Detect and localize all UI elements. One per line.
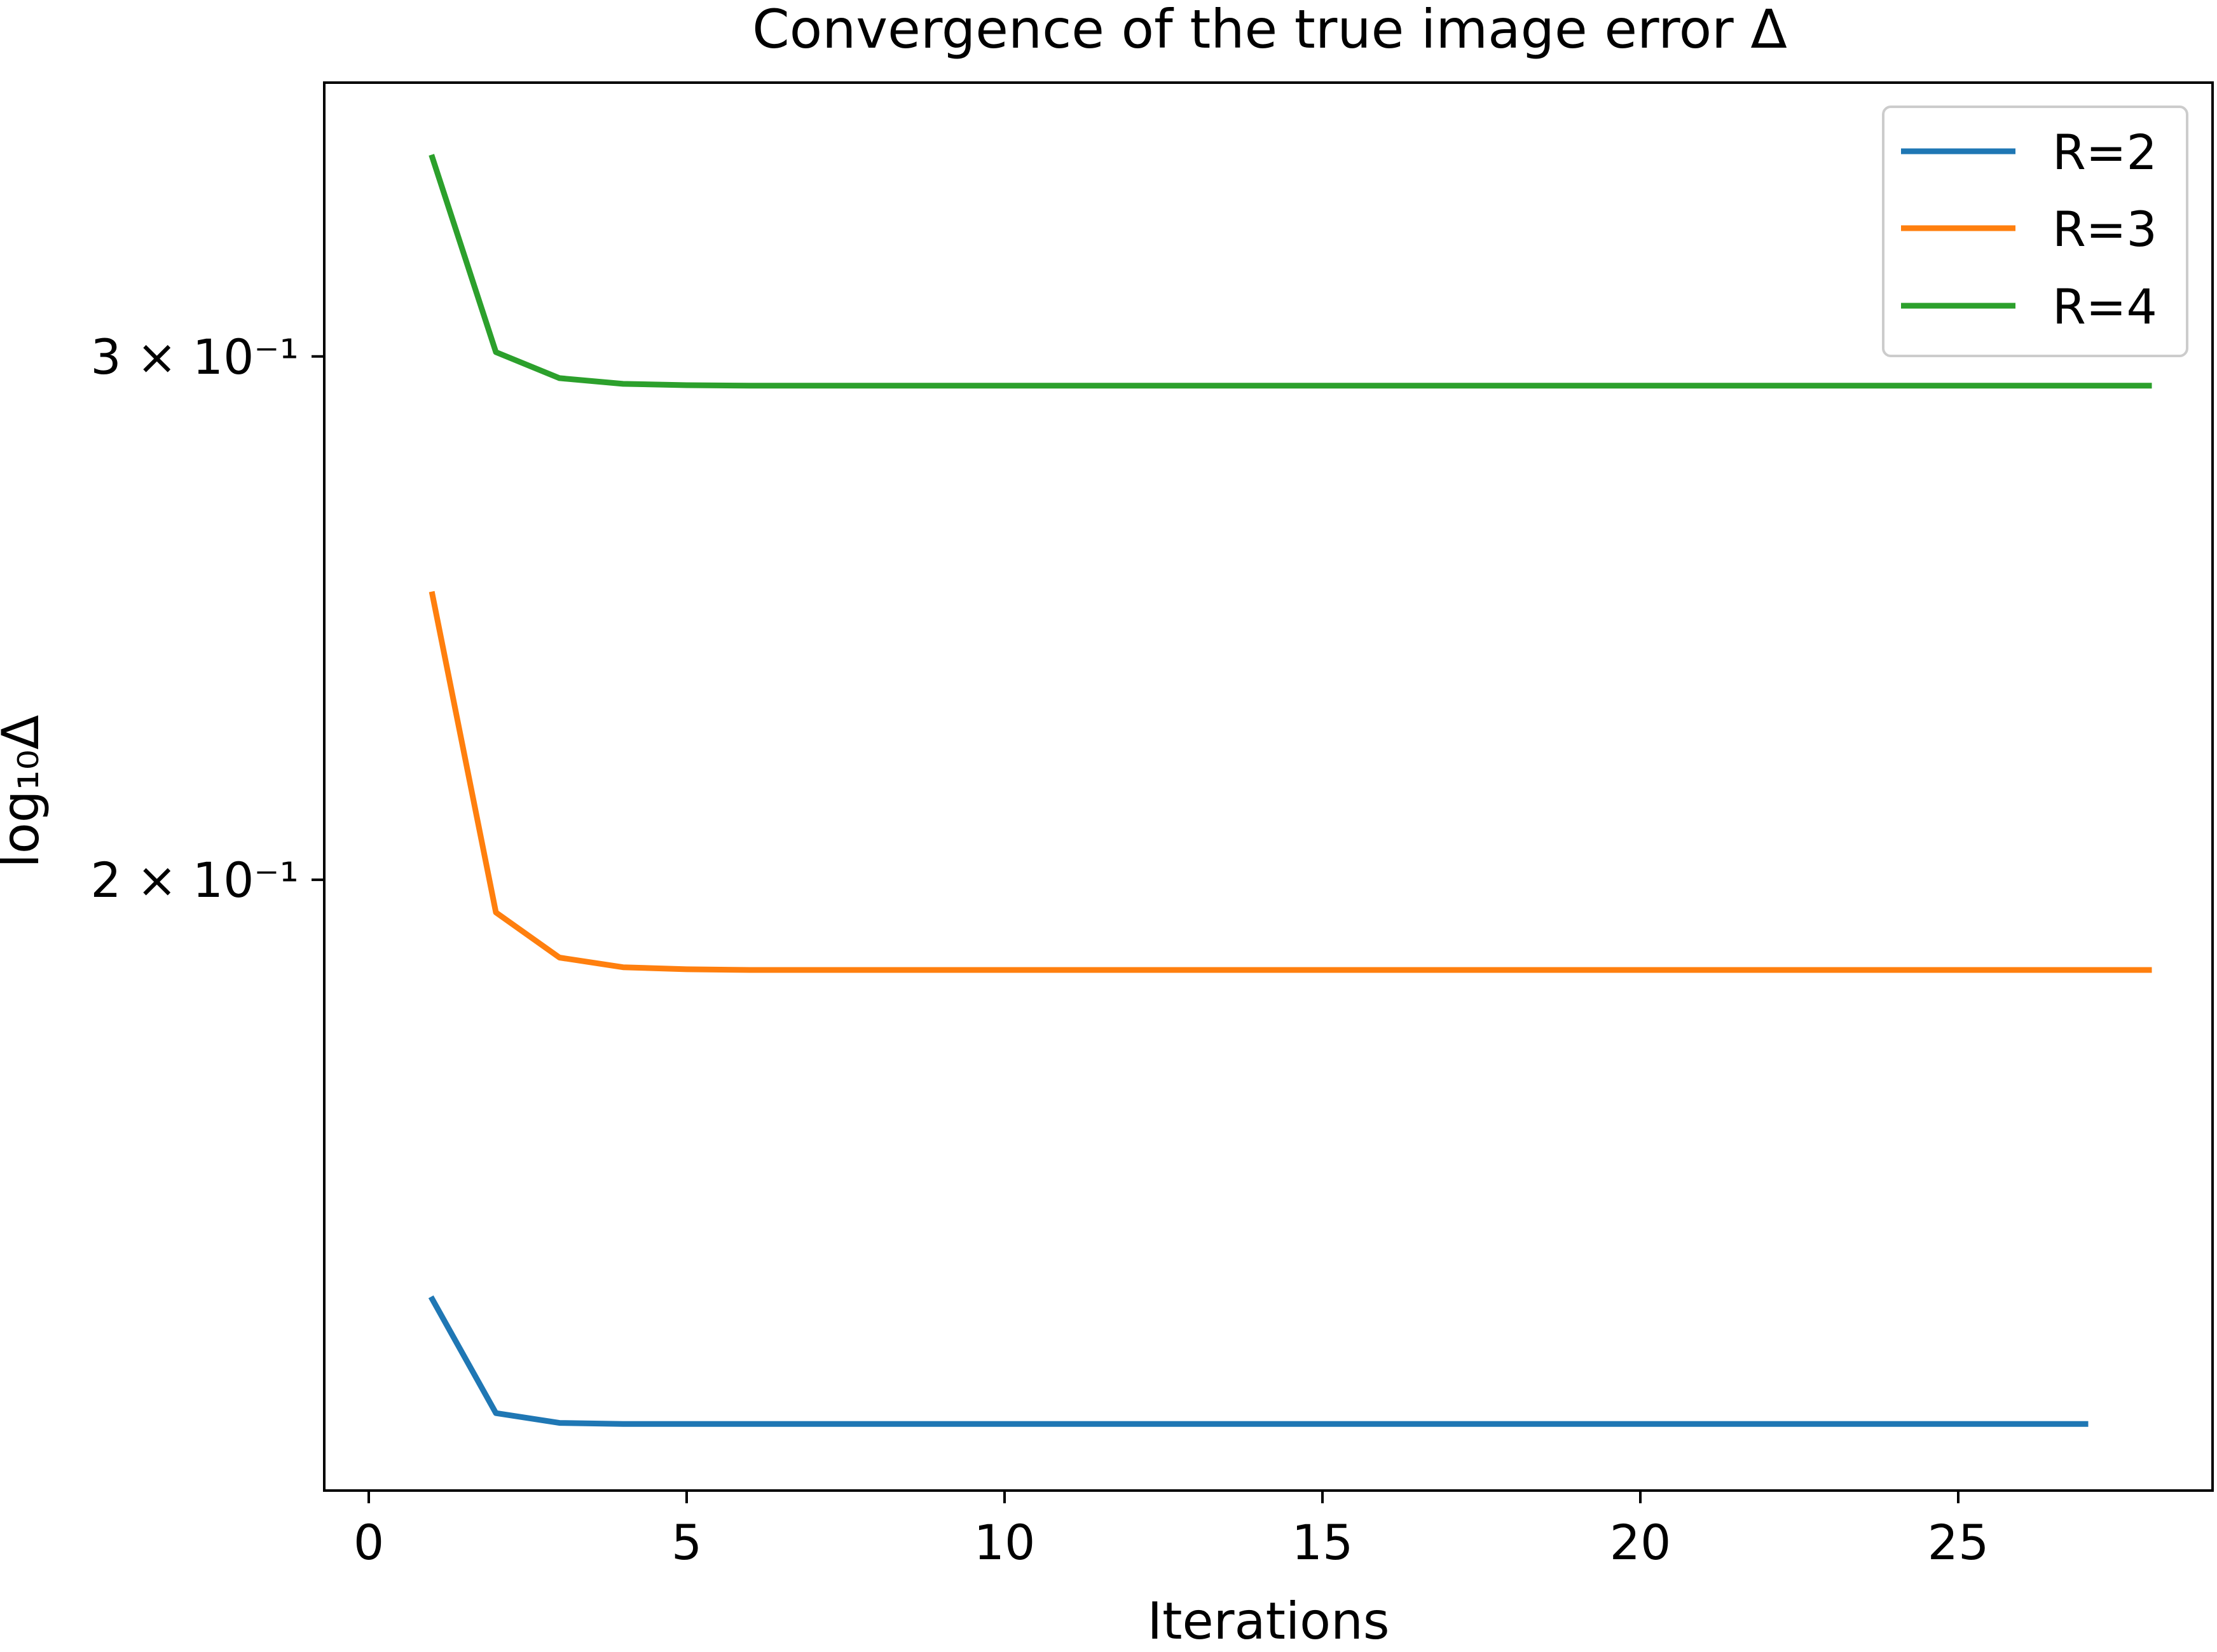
y-axis-label: log₁₀Δ <box>0 714 50 868</box>
x-axis-label: Iterations <box>1147 1592 1389 1651</box>
chart-title: Convergence of the true image error Δ <box>752 0 1787 60</box>
legend-frame <box>1882 106 2188 357</box>
legend-label-r4: R=4 <box>2052 278 2157 335</box>
y-axis: 2 × 10⁻¹ 3 × 10⁻¹ <box>90 329 324 908</box>
legend-label-r2: R=2 <box>2052 124 2157 181</box>
x-tick-label: 5 <box>671 1514 702 1571</box>
series-line-r2 <box>428 1295 2089 1427</box>
series-line-r3 <box>429 590 2152 973</box>
axes-frame <box>323 81 2214 1492</box>
series-line-r4 <box>429 154 2152 389</box>
x-tick-label: 15 <box>1292 1514 1354 1571</box>
x-tick-label: 10 <box>974 1514 1036 1571</box>
x-axis: 0 5 10 15 20 25 <box>353 1491 1989 1571</box>
legend: R=2 R=3 R=4 <box>1882 106 2188 357</box>
x-tick-label: 20 <box>1610 1514 1671 1571</box>
x-tick-label: 25 <box>1928 1514 1989 1571</box>
series-layer <box>428 154 2152 1427</box>
y-tick-label: 2 × 10⁻¹ <box>90 852 299 908</box>
y-tick-label: 3 × 10⁻¹ <box>90 329 299 385</box>
x-tick-label: 0 <box>353 1514 384 1571</box>
legend-label-r3: R=3 <box>2052 201 2157 257</box>
